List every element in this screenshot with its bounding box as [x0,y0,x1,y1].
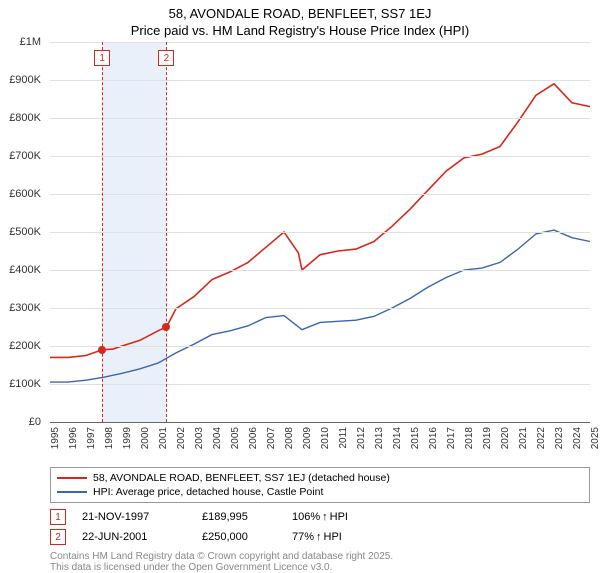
x-tick-label: 2014 [392,427,403,449]
legend: 58, AVONDALE ROAD, BENFLEET, SS7 1EJ (de… [50,467,590,503]
legend-row: 58, AVONDALE ROAD, BENFLEET, SS7 1EJ (de… [57,471,583,485]
transaction-date: 21-NOV-1997 [82,511,202,523]
transaction-vline [102,42,103,422]
transaction-price: £250,000 [202,531,292,543]
legend-label: 58, AVONDALE ROAD, BENFLEET, SS7 1EJ (de… [93,472,390,484]
x-tick-label: 2005 [230,427,241,449]
x-tick-label: 2000 [140,427,151,449]
legend-swatch [57,491,87,493]
gridline [50,42,590,43]
transaction-pct-suffix: HPI [330,511,348,523]
transactions-block: 121-NOV-1997£189,995106%↑HPI222-JUN-2001… [50,507,590,547]
footer-attribution: Contains HM Land Registry data © Crown c… [50,551,590,573]
transaction-dot [162,323,170,331]
x-tick-label: 2006 [248,427,259,449]
x-tick-label: 2015 [410,427,421,449]
y-tick-label: £900K [9,74,41,86]
x-tick-label: 2004 [212,427,223,449]
gridline [50,118,590,119]
transaction-row: 1 21-NOV-1997£189,995106%↑HPI [50,507,590,527]
x-tick-label: 2002 [176,427,187,449]
gridline [50,156,590,157]
transaction-pct: 106%↑HPI [292,511,348,523]
x-axis-labels: 1995 1996 1997 1998 1999 2000 2001 2002 2003 2004… [50,423,590,463]
x-tick-label: 2011 [338,427,349,449]
footer-line-1: Contains HM Land Registry data © Crown c… [50,551,590,562]
transaction-marker: 2 [158,50,174,66]
gridline [50,194,590,195]
transaction-date: 22-JUN-2001 [82,531,202,543]
gridline [50,232,590,233]
y-tick-label: £100K [9,378,41,390]
x-tick-label: 2024 [572,427,583,449]
x-tick-label: 1995 [50,427,61,449]
transaction-row-marker: 1 [50,509,66,525]
gridline [50,80,590,81]
footer-line-2: This data is licensed under the Open Gov… [50,562,590,573]
y-axis-labels: £0£100K£200K£300K£400K£500K£600K£700K£80… [0,42,45,422]
x-tick-label: 2007 [266,427,277,449]
gridline [50,270,590,271]
x-tick-label: 2016 [428,427,439,449]
arrow-up-icon: ↑ [316,531,322,543]
x-tick-label: 1996 [68,427,79,449]
transaction-marker: 1 [94,50,110,66]
y-tick-label: £400K [9,264,41,276]
x-tick-label: 2008 [284,427,295,449]
x-tick-label: 2003 [194,427,205,449]
transaction-row-marker: 2 [50,529,66,545]
x-tick-label: 2020 [500,427,511,449]
transaction-pct-value: 77% [292,531,314,543]
x-tick-label: 2018 [464,427,475,449]
series-line [50,230,590,382]
y-tick-label: £600K [9,188,41,200]
x-tick-label: 2001 [158,427,169,449]
chart-container: 58, AVONDALE ROAD, BENFLEET, SS7 1EJ Pri… [0,0,600,560]
title-line-1: 58, AVONDALE ROAD, BENFLEET, SS7 1EJ [0,0,600,21]
transaction-dot [98,346,106,354]
y-tick-label: £0 [29,416,41,428]
x-tick-label: 2021 [518,427,529,449]
transaction-vline [166,42,167,422]
chart-plot-area: £0£100K£200K£300K£400K£500K£600K£700K£80… [50,42,590,423]
y-tick-label: £700K [9,150,41,162]
transaction-pct-suffix: HPI [324,531,342,543]
x-tick-label: 2009 [302,427,313,449]
y-tick-label: £300K [9,302,41,314]
x-tick-label: 2012 [356,427,367,449]
series-line [50,84,590,358]
x-tick-label: 2010 [320,427,331,449]
x-tick-label: 1998 [104,427,115,449]
title-line-2: Price paid vs. HM Land Registry's House … [0,21,600,42]
legend-row: HPI: Average price, detached house, Cast… [57,485,583,499]
legend-label: HPI: Average price, detached house, Cast… [93,486,323,498]
x-tick-label: 2022 [536,427,547,449]
legend-swatch [57,477,87,479]
transaction-price: £189,995 [202,511,292,523]
x-tick-label: 2023 [554,427,565,449]
arrow-up-icon: ↑ [322,511,328,523]
x-tick-label: 2013 [374,427,385,449]
gridline [50,346,590,347]
x-tick-label: 1997 [86,427,97,449]
gridline [50,384,590,385]
y-tick-label: £500K [9,226,41,238]
y-tick-label: £1M [20,36,41,48]
x-tick-label: 1999 [122,427,133,449]
gridline [50,308,590,309]
transaction-pct-value: 106% [292,511,320,523]
y-tick-label: £200K [9,340,41,352]
transaction-pct: 77%↑HPI [292,531,342,543]
x-tick-label: 2017 [446,427,457,449]
transaction-row: 2 22-JUN-2001£250,00077%↑HPI [50,527,590,547]
x-tick-label: 2019 [482,427,493,449]
x-tick-label: 2025 [590,427,600,449]
y-tick-label: £800K [9,112,41,124]
